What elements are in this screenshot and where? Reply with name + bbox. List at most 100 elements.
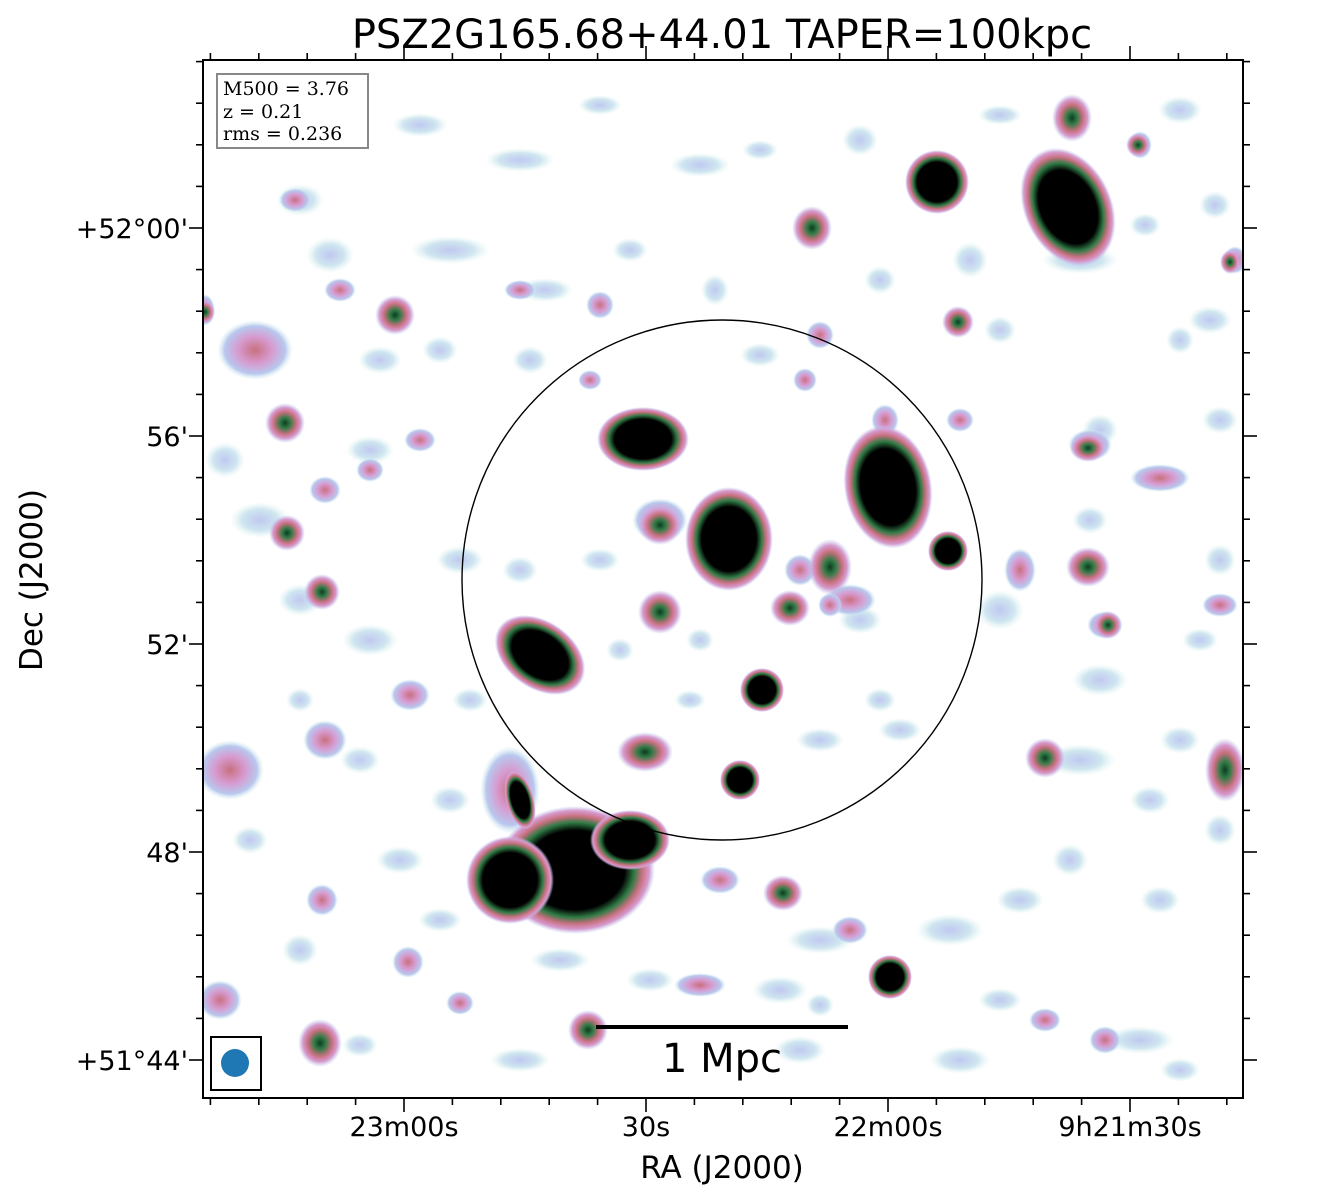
faint-emission-blob (485, 148, 555, 172)
faint-emission-blob (1204, 544, 1236, 576)
faint-emission-blob (286, 688, 314, 712)
compact-source (269, 515, 305, 551)
faint-emission-blob (1072, 506, 1108, 534)
faint-emission-blob (796, 728, 844, 752)
faint-emission-blob (1158, 96, 1202, 124)
info-redshift: z = 0.21 (223, 101, 303, 123)
faint-emission-blob (626, 968, 674, 992)
weak-emission-blob (793, 368, 817, 392)
emission-map (203, 81, 1243, 1082)
bright-source (597, 407, 689, 471)
compact-source (617, 732, 673, 772)
weak-emission-blob (324, 278, 356, 302)
faint-emission-blob (701, 274, 729, 306)
faint-emission-blob (996, 886, 1044, 914)
weak-emission-blob (1130, 464, 1190, 492)
faint-emission-blob (392, 113, 448, 137)
info-box (216, 73, 369, 149)
faint-emission-blob (205, 442, 245, 478)
compact-source (1025, 738, 1065, 778)
chart-title: PSZ2G165.68+44.01 TAPER=100kpc (352, 12, 1092, 58)
faint-emission-blob (282, 934, 318, 966)
weak-emission-blob (1089, 1026, 1121, 1054)
compact-source (1205, 738, 1243, 802)
compact-source (375, 295, 415, 335)
faint-emission-blob (806, 993, 834, 1017)
weak-emission-blob (203, 740, 264, 800)
faint-emission-blob (342, 1033, 378, 1057)
faint-emission-blob (1202, 406, 1238, 434)
faint-emission-blob (978, 988, 1022, 1012)
weak-emission-blob (674, 973, 726, 997)
faint-emission-blob (984, 316, 1016, 344)
weak-emission-blob (586, 291, 614, 319)
faint-emission-blob (878, 718, 922, 742)
r500-circle (461, 319, 983, 841)
y-axis-label: Dec (J2000) (14, 489, 50, 671)
faint-emission-blob (978, 105, 1022, 125)
compact-source (942, 306, 974, 338)
faint-emission-blob (864, 266, 896, 294)
weak-emission-blob (578, 370, 602, 390)
compact-source (1066, 547, 1110, 587)
faint-emission-blob (1129, 213, 1161, 237)
weak-emission-blob (279, 188, 311, 212)
weak-emission-blob (390, 679, 430, 711)
faint-emission-blob (376, 846, 424, 874)
weak-emission-blob (404, 428, 436, 452)
weak-emission-blob (203, 980, 242, 1020)
faint-emission-blob (340, 746, 380, 774)
beam-ellipse (221, 1049, 249, 1077)
faint-emission-blob (976, 590, 1024, 630)
faint-emission-blob (1072, 664, 1128, 696)
faint-emission-blob (430, 786, 470, 814)
weak-emission-blob (303, 720, 347, 760)
faint-emission-blob (436, 546, 484, 574)
faint-emission-blob (410, 236, 490, 264)
faint-emission-blob (774, 1036, 826, 1064)
faint-emission-blob (612, 238, 648, 262)
faint-emission-blob (864, 688, 896, 712)
faint-emission-blob (1166, 326, 1194, 354)
axis-ticks (189, 46, 1257, 1112)
compact-source (1052, 94, 1092, 142)
faint-emission-blob (502, 556, 538, 584)
compact-source (1220, 250, 1240, 274)
faint-emission-blob (578, 95, 622, 115)
bright-source (740, 668, 784, 712)
faint-emission-blob (342, 624, 398, 656)
compact-source (638, 505, 682, 545)
y-tick-label: 52' (146, 630, 188, 661)
weak-emission-blob (217, 320, 293, 380)
plot-frame (202, 59, 1244, 1099)
weak-emission-blob (784, 554, 816, 586)
compact-source (763, 875, 803, 911)
faint-emission-blob (490, 1048, 550, 1072)
faint-emission-blob (306, 237, 354, 273)
compact-source (1070, 434, 1106, 462)
x-axis-label: RA (J2000) (640, 1150, 804, 1186)
bright-source (720, 760, 760, 800)
y-tick-label: 48' (146, 838, 188, 869)
x-tick-label: 23m00s (349, 1112, 458, 1143)
weak-emission-blob (306, 884, 338, 916)
faint-emission-blob (346, 436, 394, 464)
weak-emission-blob (1029, 1008, 1061, 1032)
bright-source (685, 487, 773, 591)
weak-emission-blob (700, 866, 740, 894)
faint-emission-blob (752, 976, 808, 1004)
bright-source (868, 955, 912, 999)
weak-emission-blob (832, 916, 868, 944)
faint-emission-blob (580, 548, 620, 572)
compact-source (203, 300, 215, 324)
faint-emission-blob (452, 688, 488, 712)
faint-emission-blob (1130, 786, 1170, 814)
faint-emission-blob (742, 140, 778, 160)
weak-emission-blob (309, 476, 341, 504)
faint-emission-blob (418, 908, 462, 932)
info-rms: rms = 0.236 (223, 123, 342, 145)
bright-source (494, 615, 586, 695)
compact-source (792, 206, 832, 250)
faint-emission-blob (1182, 628, 1218, 652)
